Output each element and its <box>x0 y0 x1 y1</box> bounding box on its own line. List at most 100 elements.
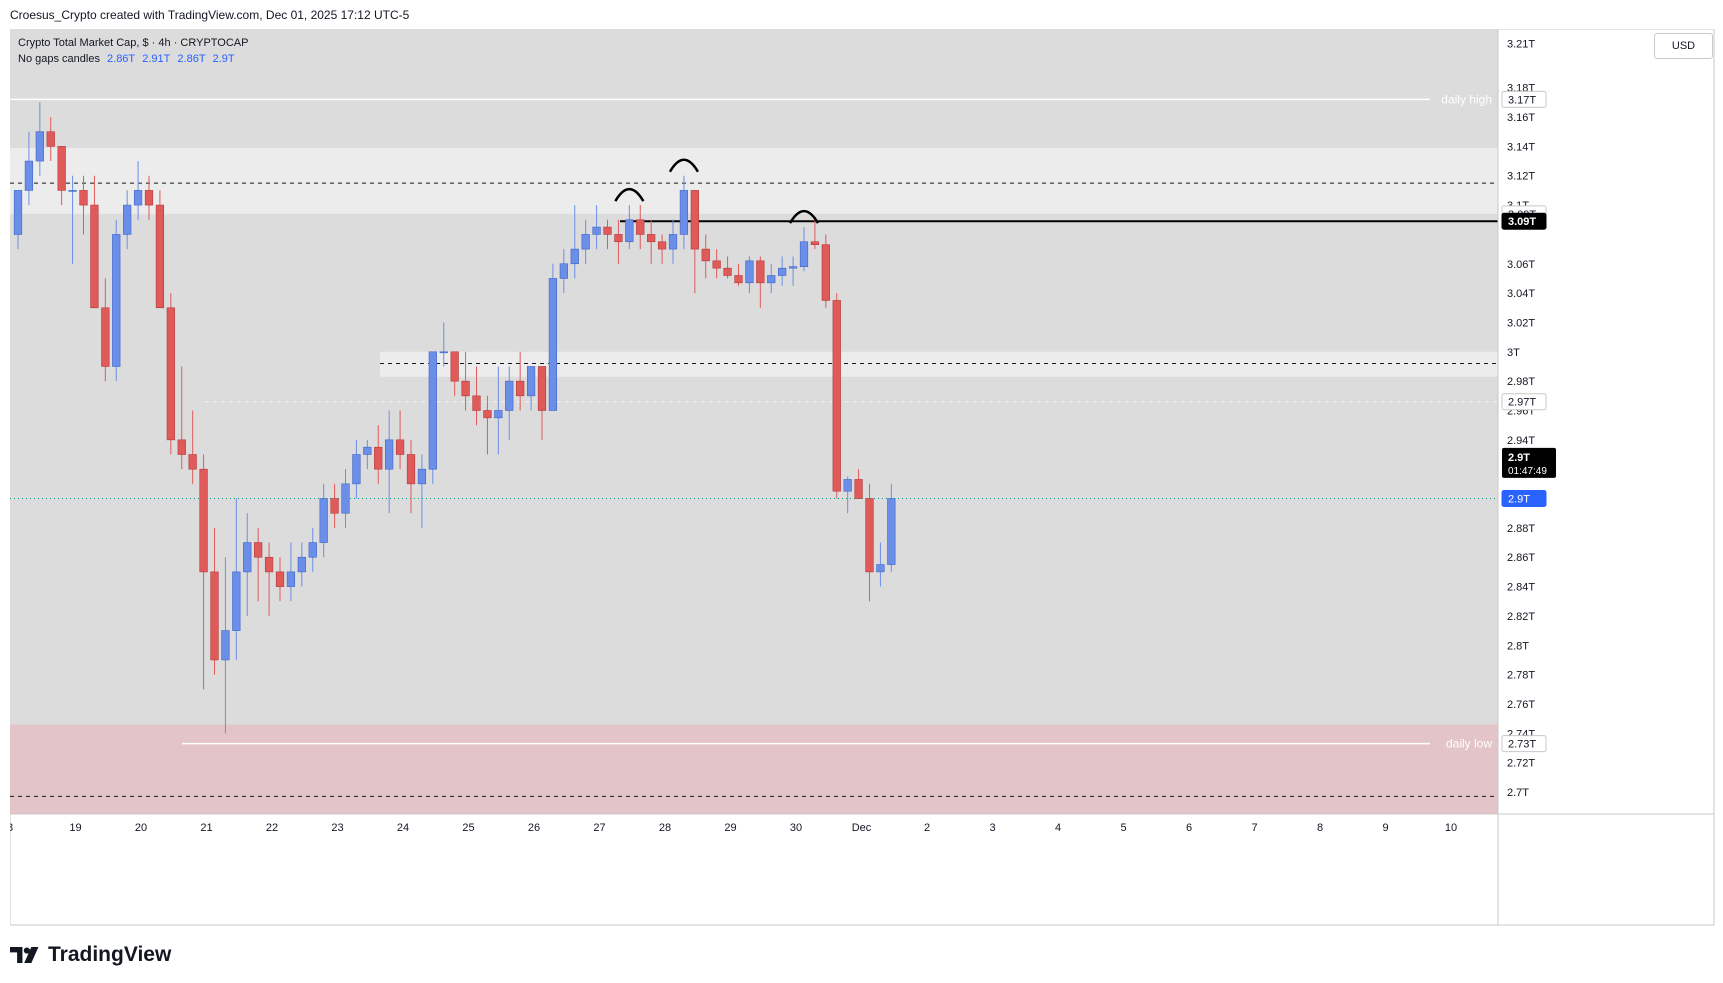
candle-body <box>166 307 175 441</box>
supply-zone <box>10 147 1498 214</box>
price-tick-label: 3.12T <box>1507 171 1535 183</box>
candle-body <box>799 241 809 268</box>
candle-body <box>887 498 896 565</box>
candle-body <box>417 468 427 485</box>
candle-body <box>679 190 689 235</box>
price-tag-text: 3.17T <box>1508 94 1536 106</box>
price-tag-text: 2.9T <box>1508 494 1530 506</box>
candle-body <box>24 160 34 191</box>
price-tick-label: 3T <box>1507 347 1520 359</box>
legend-title: Crypto Total Market Cap, $ · 4h · CRYPTO… <box>18 37 249 49</box>
candle-body <box>570 248 579 265</box>
demand-zone <box>10 724 1498 814</box>
price-tag-text: 2.73T <box>1508 739 1536 751</box>
candle-body <box>821 244 830 301</box>
candle-body <box>199 468 208 573</box>
time-tick-label: 7 <box>1251 822 1257 834</box>
top-arc-marker <box>668 158 699 173</box>
candle-body <box>581 234 590 250</box>
candle-body <box>876 564 885 573</box>
daily-high-label: daily high <box>1441 92 1492 106</box>
time-tick-label: 6 <box>1186 822 1192 834</box>
last-price-tag: 2.9T 01:47:49 <box>1502 447 1556 478</box>
price-tick-label: 2.84T <box>1507 582 1535 594</box>
candle-body <box>243 542 252 573</box>
candle-body <box>625 219 634 243</box>
candle-body <box>177 439 186 455</box>
candle-body <box>636 219 645 235</box>
plot-area <box>10 29 1498 814</box>
price-tick-label: 3.02T <box>1507 317 1535 329</box>
candle-body <box>690 190 699 250</box>
price-tick-label: 3.04T <box>1507 288 1535 300</box>
candle-body <box>461 380 470 397</box>
time-tick-label: 2 <box>924 822 930 834</box>
last-price-box <box>1502 447 1556 478</box>
candle-body <box>341 483 350 514</box>
price-tag: 2.9T <box>1501 490 1547 508</box>
candle-body <box>374 446 383 470</box>
time-tick-label: 3 <box>989 822 995 834</box>
candle-body <box>647 234 656 243</box>
time-tick-label: 4 <box>1055 822 1061 834</box>
candle-body <box>123 204 132 235</box>
price-tick-label: 2.76T <box>1507 699 1535 711</box>
legend-low: 2.86T <box>177 53 206 65</box>
brand-name: TradingView <box>48 943 172 966</box>
chart-legend: Crypto Total Market Cap, $ · 4h · CRYPTO… <box>18 35 248 67</box>
price-tag-box <box>1501 735 1547 753</box>
candle-body <box>395 439 405 455</box>
price-tag-box <box>1501 212 1547 230</box>
supply-zone <box>380 351 1498 377</box>
price-tick-label: 2.98T <box>1507 376 1535 388</box>
time-tick-label: 29 <box>724 822 736 834</box>
currency-button[interactable]: USD <box>1654 33 1713 59</box>
legend-close: 2.9T <box>212 53 235 65</box>
price-tick-label: 3.06T <box>1507 259 1535 271</box>
candle-body <box>548 278 558 411</box>
candle-body <box>101 307 110 367</box>
candle-body <box>439 351 448 354</box>
candle-body <box>46 131 55 147</box>
candle-body <box>559 263 568 279</box>
candle-body <box>865 498 874 573</box>
time-tick-label: Dec <box>852 822 872 834</box>
candle-body <box>352 454 361 485</box>
time-tick-label: 28 <box>659 822 671 834</box>
price-tick-label: 2.86T <box>1507 552 1535 564</box>
legend-open: 2.86T <box>107 53 136 65</box>
price-tag: 2.73T <box>1501 735 1547 753</box>
time-tick-label: 9 <box>1382 822 1388 834</box>
time-tick-label: 19 <box>69 822 81 834</box>
candle-body <box>406 454 416 485</box>
candle-body <box>788 266 798 269</box>
tradingview-logo[interactable]: TradingView <box>10 943 171 967</box>
candle-body <box>810 241 820 245</box>
time-tick-label: 26 <box>528 822 540 834</box>
price-tag: 3.09T <box>1501 212 1547 230</box>
price-tick-label: 2.94T <box>1507 435 1535 447</box>
price-tick-label: 2.88T <box>1507 523 1535 535</box>
price-tick-label: 2.78T <box>1507 670 1535 682</box>
price-tick-label: 2.8T <box>1507 640 1529 652</box>
candle-body <box>112 234 121 367</box>
legend-ohlc: No gaps candles 2.86T 2.91T 2.86T 2.9T <box>18 51 248 67</box>
time-tick-label: 25 <box>462 822 474 834</box>
time-tick-label: 23 <box>331 822 343 834</box>
candle-body <box>264 556 274 573</box>
candle-body <box>657 241 667 250</box>
price-tick-label: 3.16T <box>1507 112 1535 124</box>
legend-line2-label: No gaps candles <box>18 53 100 65</box>
candle-body <box>614 234 623 243</box>
candle-body <box>144 190 154 206</box>
time-tick-label: 27 <box>593 822 605 834</box>
candle-body <box>450 351 459 382</box>
candle-body <box>297 556 306 573</box>
price-tag-box <box>1501 393 1547 411</box>
price-tag-box <box>1501 490 1547 508</box>
candle-body <box>483 410 492 419</box>
candle-body <box>778 267 787 276</box>
candle-body <box>286 571 296 587</box>
candle-body <box>330 498 339 514</box>
